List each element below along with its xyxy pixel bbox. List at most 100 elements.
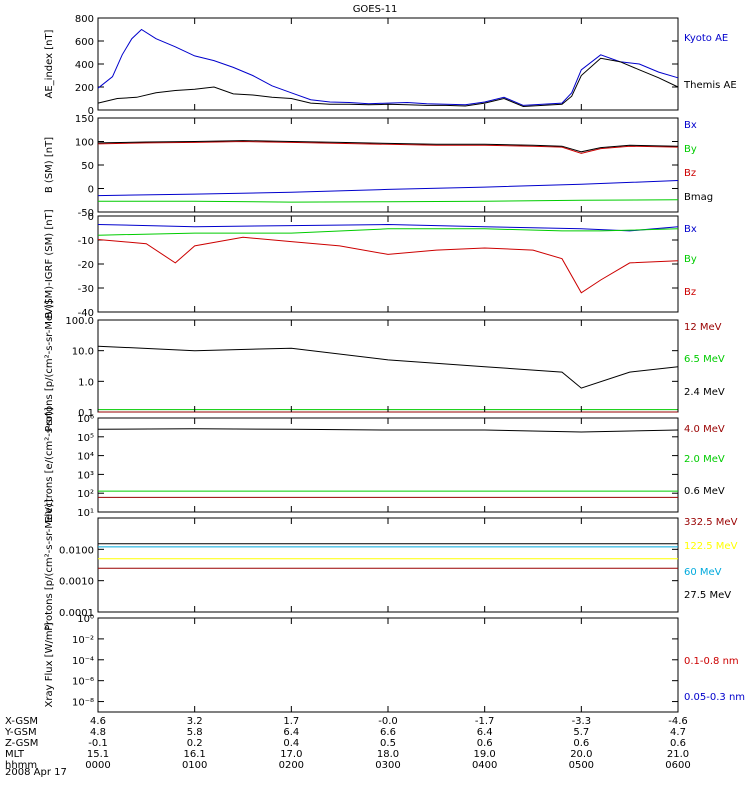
panel-frame xyxy=(97,319,679,413)
series-line xyxy=(97,428,679,433)
axis-row-value: 1.7 xyxy=(283,716,299,727)
panel-4: 0.1 1.0 10.0 100.0 Protons [p/(cm²-s-sr-MeV)… xyxy=(44,300,725,432)
legend-entry: Kyoto AE xyxy=(684,33,728,44)
axis-row-label: hhmm xyxy=(5,760,37,771)
y-tick-label: -30 xyxy=(78,284,94,295)
axis-row-value: 5.7 xyxy=(573,727,589,738)
series-line xyxy=(97,345,679,389)
legend-entry: 0.6 MeV xyxy=(684,486,725,497)
axis-row-value: 0100 xyxy=(182,760,207,771)
y-tick-label: 10⁻⁶ xyxy=(72,677,94,688)
legend-entry: Bz xyxy=(684,168,696,179)
panel-2: -50 0 50 100 150 B (SM) [nT] Bx By Bz Bmag xyxy=(44,114,713,219)
y-tick-label: 400 xyxy=(75,60,94,71)
axis-row-value: -0.1 xyxy=(88,738,108,749)
y-tick-label: 100.0 xyxy=(65,316,94,327)
axis-row-value: 0.6 xyxy=(670,738,686,749)
legend-entry: 60 MeV xyxy=(684,567,722,578)
axis-row-value: 0.5 xyxy=(380,738,396,749)
axis-row-value: 6.4 xyxy=(283,727,299,738)
panels: 0 200 400 600 800 AE_index [nT] Kyoto AE Themis… xyxy=(44,14,745,713)
legend-entry: 0.1-0.8 nm xyxy=(684,656,739,667)
y-axis-label: Electrons [e/(cm²-s-sr)] xyxy=(44,407,55,523)
axis-row-value: -3.3 xyxy=(572,716,592,727)
axis-row-label: Y-GSM xyxy=(4,727,37,738)
chart-title: GOES-11 xyxy=(353,4,398,15)
axis-row-value: 0200 xyxy=(279,760,304,771)
axis-row-value: 20.0 xyxy=(570,749,592,760)
axis-row-value: 6.4 xyxy=(477,727,493,738)
legend-entry: 12 MeV xyxy=(684,322,722,333)
axis-row-value: 0400 xyxy=(472,760,497,771)
y-tick-label: 0 xyxy=(88,106,94,117)
axis-row-value: 18.0 xyxy=(377,749,399,760)
y-tick-label: 800 xyxy=(75,14,94,25)
y-tick-label: 10⁵ xyxy=(77,433,94,444)
series-line xyxy=(97,180,679,197)
y-tick-label: 0.1 xyxy=(78,408,94,419)
legend-entry: 2.0 MeV xyxy=(684,454,725,465)
series-line xyxy=(97,57,679,108)
panel-frame xyxy=(97,117,679,213)
axis-row-value: 0500 xyxy=(569,760,594,771)
axis-row-value: 17.0 xyxy=(280,749,302,760)
axis-row-value: 4.7 xyxy=(670,727,686,738)
axis-row-value: -0.0 xyxy=(378,716,398,727)
y-axis-label: B (SM) [nT] xyxy=(44,137,55,193)
legend-entry: 27.5 MeV xyxy=(684,590,731,601)
axis-row-value: 0.6 xyxy=(477,738,493,749)
legend-entry: By xyxy=(684,254,697,265)
legend-entry: 4.0 MeV xyxy=(684,424,725,435)
panel-frame xyxy=(97,517,679,613)
axis-row-value: 0.6 xyxy=(573,738,589,749)
y-axis-label: Protons [p/(cm²-s-sr-MeV)] xyxy=(44,300,55,432)
axis-row-value: 4.8 xyxy=(90,727,106,738)
y-tick-label: 150 xyxy=(75,114,94,125)
legend-entry: 6.5 MeV xyxy=(684,354,725,365)
y-tick-label: 100 xyxy=(75,138,94,149)
y-tick-label: 10⁴ xyxy=(77,452,94,463)
y-tick-label: 10⁻⁴ xyxy=(72,656,94,667)
y-axis-label: B (SM)-IGRF (SM) [nT] xyxy=(44,209,55,318)
axis-row-value: 0.4 xyxy=(283,738,299,749)
panel-7: 10⁻⁸ 10⁻⁶ 10⁻⁴ 10⁻² 10⁰ Xray Flux [W/m²] 0.1-0… xyxy=(44,614,745,713)
legend-entry: 122.5 MeV xyxy=(684,541,738,552)
y-tick-label: 10¹ xyxy=(77,508,94,519)
legend-entry: 332.5 MeV xyxy=(684,517,738,528)
series-line xyxy=(97,140,679,153)
axis-row-value: 4.6 xyxy=(90,716,106,727)
axis-row-value: -1.7 xyxy=(475,716,495,727)
axis-row-label: Z-GSM xyxy=(5,738,38,749)
axis-row-value: 19.0 xyxy=(474,749,496,760)
y-tick-label: 0.0001 xyxy=(59,608,94,619)
legend-entry: Bmag xyxy=(684,192,713,203)
y-axis-label: Xray Flux [W/m²] xyxy=(44,622,55,707)
y-tick-label: 600 xyxy=(75,37,94,48)
y-tick-label: 10⁶ xyxy=(77,414,94,425)
axis-row-value: 5.8 xyxy=(187,727,203,738)
legend-entry: Bx xyxy=(684,224,697,235)
legend-entry: By xyxy=(684,144,697,155)
y-tick-label: 1.0 xyxy=(78,377,94,388)
y-tick-label: 10.0 xyxy=(72,347,94,358)
y-tick-label: 10⁰ xyxy=(77,614,94,625)
y-tick-label: 0 xyxy=(88,212,94,223)
y-tick-label: 0.0100 xyxy=(59,545,94,556)
legend-entry: 2.4 MeV xyxy=(684,387,725,398)
y-tick-label: -10 xyxy=(78,236,94,247)
y-tick-label: 0 xyxy=(88,185,94,196)
series-line xyxy=(98,199,679,203)
series-line xyxy=(97,28,679,106)
panel-frame xyxy=(97,617,679,713)
panel-5: 10¹ 10² 10³ 10⁴ 10⁵ 10⁶ Electrons [e/(cm²-s-sr… xyxy=(44,407,725,523)
panel-1: 0 200 400 600 800 AE_index [nT] Kyoto AE Themis… xyxy=(44,14,737,117)
panel-6: 0.0001 0.0010 0.0100 Protons [p/(cm²-s-sr-M… xyxy=(44,499,738,631)
y-tick-label: 10³ xyxy=(77,470,94,481)
legend-entry: Themis AE xyxy=(683,80,737,91)
axis-row-value: 16.1 xyxy=(184,749,206,760)
y-tick-label: 50 xyxy=(81,161,94,172)
series-line xyxy=(97,140,679,154)
axis-row-label: X-GSM xyxy=(5,716,38,727)
y-tick-label: -40 xyxy=(78,308,94,319)
